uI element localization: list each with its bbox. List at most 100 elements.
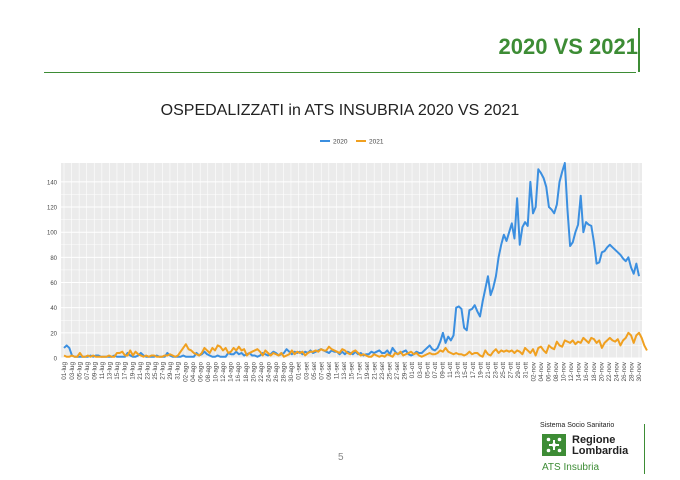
x-tick-label: 27-ott — [508, 362, 515, 379]
y-tick-label: 100 — [47, 231, 58, 237]
x-tick-label: 29-set — [402, 362, 409, 380]
x-tick-label: 22-nov — [606, 361, 613, 381]
x-tick-label: 25-set — [387, 362, 394, 380]
x-tick-label: 30-nov — [636, 361, 643, 381]
x-tick-label: 12-ago — [220, 362, 227, 382]
logo-subtitle: ATS Insubria — [542, 462, 600, 473]
rosa-camuna-icon — [542, 434, 566, 456]
x-tick-label: 10-ago — [213, 362, 220, 382]
x-tick-label: 24-ago — [265, 362, 272, 382]
x-tick-label: 05-ott — [424, 362, 431, 379]
x-tick-label: 17-ott — [470, 362, 477, 379]
x-tick-label: 05-lug — [76, 362, 83, 380]
x-tick-label: 06-nov — [545, 361, 552, 381]
x-tick-label: 09-lug — [91, 362, 98, 380]
x-tick-label: 23-set — [379, 362, 386, 380]
x-tick-label: 22-ago — [258, 362, 265, 382]
x-tick-label: 15-lug — [114, 362, 121, 380]
x-tick-label: 29-lug — [167, 362, 174, 380]
x-tick-label: 04-nov — [538, 361, 545, 381]
x-tick-label: 29-ott — [515, 362, 522, 379]
x-tick-label: 23-lug — [144, 362, 151, 380]
x-tick-label: 17-lug — [122, 362, 129, 380]
x-tick-label: 15-set — [349, 362, 356, 380]
x-tick-label: 31-lug — [175, 362, 182, 380]
x-tick-label: 08-ago — [205, 362, 212, 382]
x-tick-label: 03-set — [303, 362, 310, 380]
x-tick-label: 26-ago — [273, 362, 280, 382]
x-tick-label: 10-nov — [561, 361, 568, 381]
y-tick-label: 60 — [50, 281, 57, 287]
x-tick-label: 26-nov — [621, 361, 628, 381]
x-tick-label: 27-lug — [160, 362, 167, 380]
x-tick-label: 11-set — [334, 362, 341, 380]
x-tick-label: 07-set — [318, 362, 325, 380]
x-tick-label: 14-ago — [228, 362, 235, 382]
x-tick-label: 25-ott — [500, 362, 507, 379]
x-tick-label: 01-lug — [61, 362, 68, 380]
x-tick-label: 09-set — [326, 362, 333, 380]
logo-name-line1: Regione — [572, 434, 616, 446]
x-tick-label: 01-set — [296, 362, 303, 380]
x-tick-label: 02-nov — [530, 361, 537, 381]
x-tick-label: 19-set — [364, 362, 371, 380]
x-tick-label: 20-nov — [598, 361, 605, 381]
y-tick-label: 140 — [47, 180, 58, 186]
x-tick-label: 27-set — [394, 362, 401, 380]
legend-label-2021: 2021 — [369, 139, 384, 146]
x-tick-label: 28-ago — [281, 362, 288, 382]
x-tick-label: 05-set — [311, 362, 318, 380]
logo-super-text: Sistema Socio Sanitario — [540, 422, 615, 429]
title-accent-bar — [638, 28, 640, 72]
slide-title: 2020 VS 2021 — [498, 34, 638, 59]
x-tick-label: 25-lug — [152, 362, 159, 380]
x-tick-label: 12-nov — [568, 361, 575, 381]
x-tick-label: 28-nov — [629, 361, 636, 381]
x-tick-label: 07-ott — [432, 362, 439, 379]
x-tick-label: 06-ago — [197, 362, 204, 382]
x-tick-label: 13-ott — [455, 362, 462, 379]
y-tick-label: 40 — [50, 306, 57, 312]
x-tick-label: 15-ott — [462, 362, 469, 379]
x-tick-label: 03-ott — [417, 362, 424, 379]
x-tick-label: 16-ago — [235, 362, 242, 382]
x-tick-label: 30-ago — [288, 362, 295, 382]
legend-label-2020: 2020 — [333, 139, 348, 146]
x-tick-label: 21-ott — [485, 362, 492, 379]
x-tick-label: 11-ott — [447, 362, 454, 378]
y-tick-label: 120 — [47, 206, 58, 212]
title-divider — [44, 72, 636, 73]
x-tick-label: 11-lug — [99, 362, 106, 380]
x-tick-label: 09-ott — [439, 362, 446, 379]
x-tick-label: 18-nov — [591, 361, 598, 381]
x-tick-label: 16-nov — [583, 361, 590, 381]
x-tick-label: 02-ago — [182, 362, 189, 382]
x-tick-label: 23-ott — [492, 362, 499, 379]
x-tick-label: 13-lug — [107, 362, 114, 380]
x-tick-label: 19-lug — [129, 362, 136, 380]
x-tick-label: 14-nov — [576, 361, 583, 381]
y-tick-label: 20 — [50, 331, 57, 337]
x-tick-label: 13-set — [341, 362, 348, 380]
x-tick-label: 08-nov — [553, 361, 560, 381]
x-tick-label: 21-lug — [137, 362, 144, 380]
page-number: 5 — [338, 452, 344, 463]
chart-title: OSPEDALIZZATI in ATS INSUBRIA 2020 VS 20… — [160, 102, 520, 119]
y-tick-label: 80 — [50, 256, 57, 262]
x-tick-label: 17-set — [356, 362, 363, 380]
x-tick-label: 07-lug — [84, 362, 91, 380]
y-tick-label: 0 — [54, 357, 58, 363]
x-tick-label: 20-ago — [250, 362, 257, 382]
x-tick-label: 03-lug — [69, 362, 76, 380]
x-tick-label: 04-ago — [190, 362, 197, 382]
logo-name-line2: Lombardia — [572, 445, 629, 457]
x-tick-label: 24-nov — [614, 361, 621, 381]
x-tick-label: 19-ott — [477, 362, 484, 379]
x-tick-label: 21-set — [371, 362, 378, 380]
logo-divider — [644, 424, 645, 474]
x-tick-label: 31-ott — [523, 362, 530, 379]
x-tick-label: 18-ago — [243, 362, 250, 382]
x-tick-label: 01-ott — [409, 362, 416, 379]
series-line-2021 — [63, 331, 648, 358]
